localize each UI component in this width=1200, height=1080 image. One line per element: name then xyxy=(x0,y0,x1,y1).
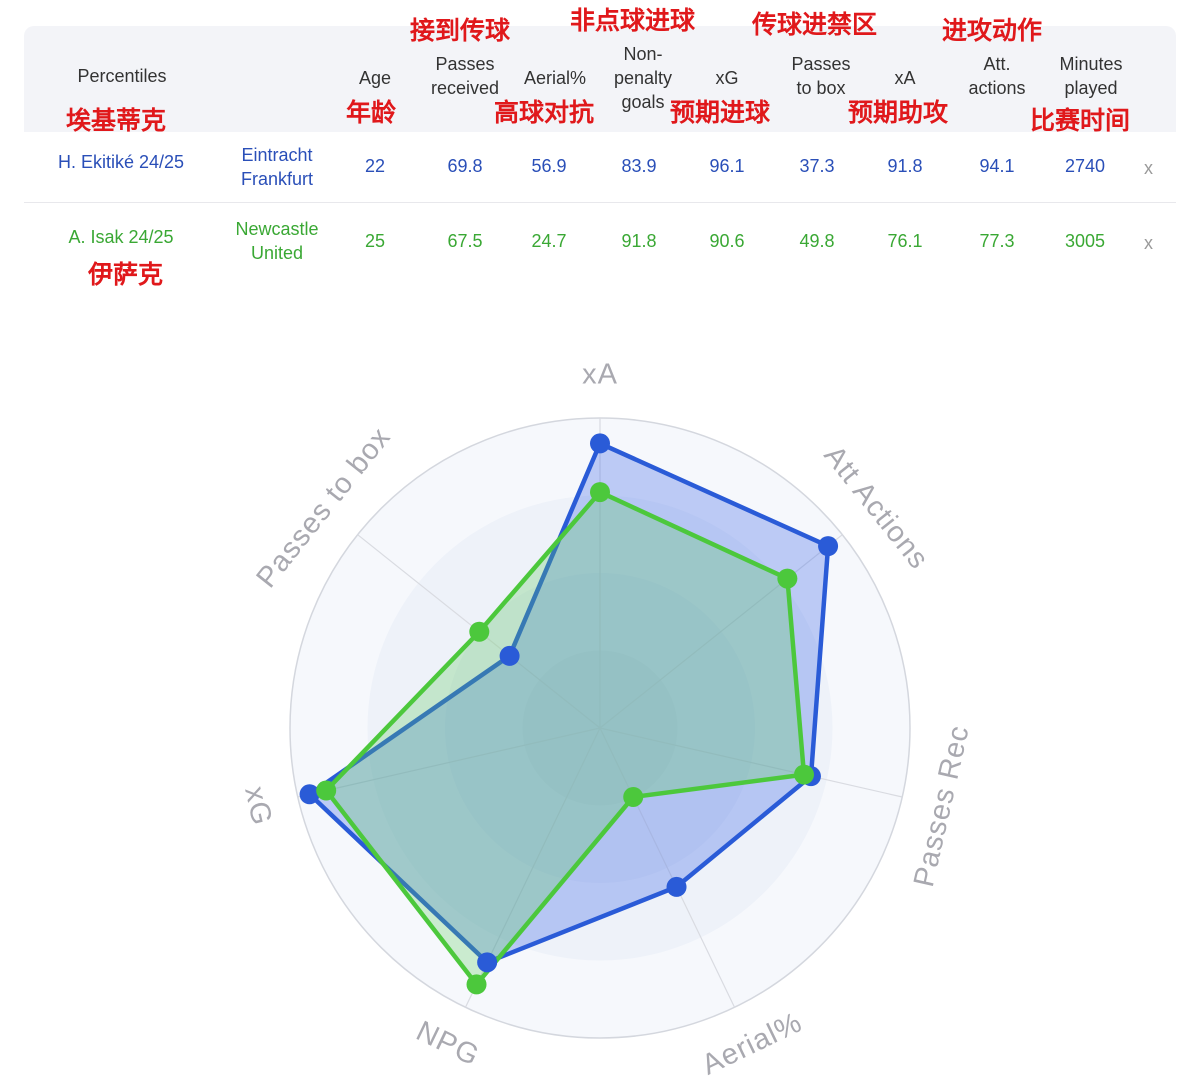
axis-spoke xyxy=(297,727,601,798)
cell-aerial: 56.9 xyxy=(531,156,567,176)
series-1-point xyxy=(499,645,520,666)
annotation-att-actions: 进攻动作 xyxy=(942,16,1043,45)
header-minutes: Minutes played xyxy=(1059,54,1123,98)
player-name[interactable]: A. Isak 24/25 xyxy=(68,227,174,247)
cell-age: 22 xyxy=(364,156,386,176)
series-2-point xyxy=(777,568,798,589)
annotation-player2: 伊萨克 xyxy=(88,260,164,289)
axis-label-passes-rec: Passes Rec xyxy=(908,722,976,890)
cell-passes-to-box: 49.8 xyxy=(799,231,835,251)
series-2-point xyxy=(794,764,815,785)
cell-passes-received: 69.8 xyxy=(447,156,483,176)
cell-passes-received: 67.5 xyxy=(447,231,483,251)
cell-xg: 90.6 xyxy=(709,231,745,251)
annotation-aerial: 高球对抗 xyxy=(494,98,595,127)
axis-label-xg: xG xyxy=(238,783,278,828)
annotation-passes-received: 接到传球 xyxy=(410,16,511,45)
axis-spoke xyxy=(599,727,736,1008)
series-2-point xyxy=(466,974,487,995)
annotation-passes-to-box: 传球进禁区 xyxy=(752,10,878,39)
team-name: Eintracht Frankfurt xyxy=(240,145,314,189)
cell-xa: 91.8 xyxy=(887,156,923,176)
header-passes-to-box: Passes to box xyxy=(791,54,851,98)
header-aerial: Aerial% xyxy=(523,68,587,88)
header-xg: xG xyxy=(715,68,739,88)
header-percentiles: Percentiles xyxy=(77,66,167,86)
annotation-xg: 预期进球 xyxy=(670,98,771,127)
comparison-table: Percentiles Age Passes received Aerial% N… xyxy=(24,26,1176,276)
cell-att-actions: 94.1 xyxy=(979,156,1015,176)
series-2-point xyxy=(623,786,644,807)
cell-npg: 83.9 xyxy=(621,156,657,176)
header-xa: xA xyxy=(894,68,916,88)
series-2-point xyxy=(469,621,490,642)
axis-label-aerial-: Aerial% xyxy=(697,1006,807,1080)
axis-label-xa: xA xyxy=(582,359,618,391)
cell-age: 25 xyxy=(364,231,386,251)
series-2-point xyxy=(590,482,610,503)
annotation-xa: 预期助攻 xyxy=(848,98,949,127)
table-header xyxy=(24,26,1176,132)
cell-xg: 96.1 xyxy=(709,156,745,176)
cell-xa: 76.1 xyxy=(887,231,923,251)
annotation-npg: 非点球进球 xyxy=(570,6,696,35)
series-2-point xyxy=(316,780,337,801)
cell-passes-to-box: 37.3 xyxy=(799,156,835,176)
series-area-1 xyxy=(307,441,831,965)
series-1-point xyxy=(477,952,498,973)
annotation-minutes: 比赛时间 xyxy=(1030,106,1131,135)
header-age: Age xyxy=(358,68,392,88)
header-att-actions: Att. actions xyxy=(968,54,1026,98)
series-1-point xyxy=(590,433,610,454)
team-name: Newcastle United xyxy=(235,219,319,263)
row-separator xyxy=(24,202,1176,203)
header-npg: Non-penalty goals xyxy=(613,44,673,112)
cell-aerial: 24.7 xyxy=(531,231,567,251)
remove-player-button[interactable]: x xyxy=(1144,233,1153,253)
axis-label-npg: NPG xyxy=(411,1015,484,1072)
axis-spoke xyxy=(599,534,843,729)
cell-minutes: 2740 xyxy=(1064,156,1106,176)
series-1-point xyxy=(666,876,687,897)
axis-spoke xyxy=(599,727,903,798)
series-1-point xyxy=(299,784,320,805)
series-area-2 xyxy=(323,489,807,987)
cell-npg: 91.8 xyxy=(621,231,657,251)
player-name[interactable]: H. Ekitiké 24/25 xyxy=(57,152,185,172)
annotation-age: 年龄 xyxy=(346,98,397,127)
annotation-player1: 埃基蒂克 xyxy=(66,106,167,135)
cell-minutes: 3005 xyxy=(1064,231,1106,251)
remove-player-button[interactable]: x xyxy=(1144,158,1153,178)
series-1-point xyxy=(818,536,839,557)
header-passes-received: Passes received xyxy=(430,54,500,98)
cell-att-actions: 77.3 xyxy=(979,231,1015,251)
